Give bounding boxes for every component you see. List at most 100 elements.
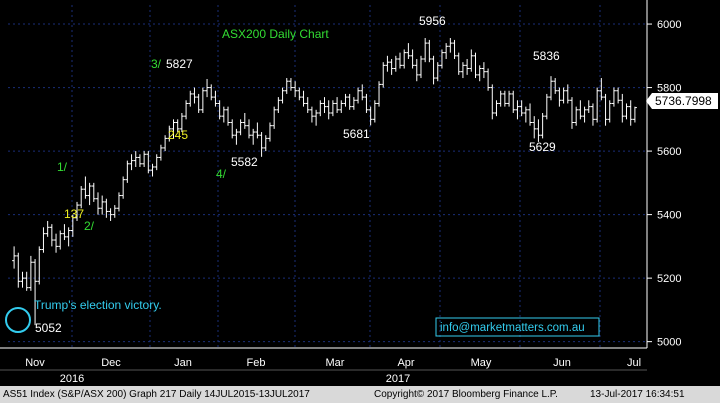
ohlc-bar	[410, 49, 415, 69]
ohlc-bar	[305, 97, 310, 113]
ohlc-bar	[519, 100, 524, 117]
ohlc-bar	[293, 81, 298, 98]
ohlc-bar	[66, 227, 71, 247]
ohlc-bar	[460, 62, 465, 79]
ohlc-bar	[381, 62, 386, 88]
ohlc-bar	[104, 198, 109, 218]
ohlc-bar	[54, 233, 59, 253]
ohlc-bar	[95, 192, 100, 215]
ohlc-bar	[322, 97, 327, 113]
ohlc-bar	[360, 84, 365, 101]
ohlc-bar	[431, 55, 436, 85]
annotation-label: 137	[64, 207, 84, 221]
footer-timestamp: 13-Jul-2017 16:34:51	[590, 389, 685, 400]
ohlc-bar	[574, 106, 579, 126]
ohlc-bar	[163, 135, 168, 152]
annotation-label: 5681	[343, 127, 370, 141]
ohlc-bar	[267, 122, 272, 142]
y-tick-label: 5600	[657, 146, 681, 158]
ohlc-bar	[108, 208, 113, 221]
y-tick-label: 5400	[657, 210, 681, 222]
ohlc-bar	[150, 163, 155, 177]
ohlc-bar	[465, 58, 470, 75]
ohlc-bar	[255, 122, 260, 139]
ohlc-bar	[435, 62, 440, 82]
ohlc-bar	[549, 76, 554, 101]
ohlc-bar	[477, 65, 482, 82]
year-label: 2016	[60, 373, 84, 385]
ohlc-bar	[469, 49, 474, 72]
ohlc-bar	[481, 62, 486, 79]
ohlc-bar	[339, 100, 344, 113]
ohlc-bar	[578, 100, 583, 120]
month-label: Feb	[247, 357, 266, 369]
ohlc-bar	[523, 106, 528, 123]
ohlc-bar	[230, 119, 235, 139]
ohlc-bar	[116, 192, 121, 212]
ohlc-bar	[213, 90, 218, 107]
ohlc-bar	[624, 103, 629, 120]
ohlc-bar	[599, 78, 604, 101]
ohlc-bar	[582, 106, 587, 123]
ohlc-bar	[137, 154, 142, 167]
ohlc-bar	[41, 227, 46, 253]
ohlc-bar	[280, 87, 285, 104]
ohlc-bar	[226, 106, 231, 126]
ohlc-bar	[590, 103, 595, 126]
ohlc-bar	[284, 78, 289, 94]
ohlc-bar	[473, 52, 478, 79]
election-circle	[5, 307, 31, 333]
ohlc-bar	[389, 58, 394, 75]
ohlc-bar	[452, 39, 457, 59]
ohlc-bar	[532, 116, 537, 139]
footer-left: AS51 Index (S&P/ASX 200) Graph 217 Daily…	[3, 389, 310, 400]
ohlc-bar	[398, 52, 403, 69]
ohlc-bar	[33, 259, 38, 326]
ohlc-bar	[356, 87, 361, 104]
ohlc-bar	[456, 52, 461, 75]
ohlc-bar	[91, 182, 96, 202]
ohlc-bar	[603, 93, 608, 126]
ohlc-bar	[238, 119, 243, 136]
ohlc-bar	[536, 119, 541, 142]
ohlc-bar	[297, 87, 302, 101]
ohlc-bar	[515, 100, 520, 120]
ohlc-bar	[221, 106, 226, 123]
footer-copyright: Copyright© 2017 Bloomberg Finance L.P.	[374, 389, 558, 400]
ohlc-bar	[205, 78, 210, 98]
ohlc-bar	[343, 93, 348, 107]
ohlc-bar	[196, 93, 201, 113]
y-tick-label: 5000	[657, 337, 681, 349]
ohlc-bar	[246, 119, 251, 139]
ohlc-bar	[167, 125, 172, 142]
ohlc-bar	[24, 271, 29, 291]
ohlc-bar	[121, 176, 126, 199]
ohlc-bar	[45, 220, 50, 237]
annotation-label: 5582	[231, 155, 258, 169]
chart-title: ASX200 Daily Chart	[222, 27, 329, 41]
ohlc-bar	[79, 186, 84, 209]
ohlc-bar	[49, 224, 54, 247]
year-label: 2017	[386, 373, 410, 385]
ohlc-bar	[129, 154, 134, 171]
ohlc-bar	[309, 106, 314, 123]
month-label: May	[471, 357, 492, 369]
ohlc-bar	[142, 151, 147, 167]
ohlc-bar	[58, 230, 63, 250]
ohlc-bar	[125, 160, 130, 183]
ohlc-bar	[632, 106, 637, 123]
ohlc-bar	[347, 93, 352, 110]
ohlc-bar	[540, 112, 545, 139]
ohlc-bar	[414, 58, 419, 82]
ohlc-bar	[616, 87, 621, 104]
ohlc-bar	[444, 43, 449, 59]
ohlc-bar	[37, 246, 42, 285]
ohlc-bar	[242, 112, 247, 129]
ohlc-bar	[351, 97, 356, 110]
annotation-label: Trump's election victory.	[34, 298, 162, 312]
month-label: Dec	[101, 357, 121, 369]
ohlc-bar	[263, 135, 268, 152]
ohlc-bar	[368, 106, 373, 126]
y-tick-label: 5800	[657, 83, 681, 95]
